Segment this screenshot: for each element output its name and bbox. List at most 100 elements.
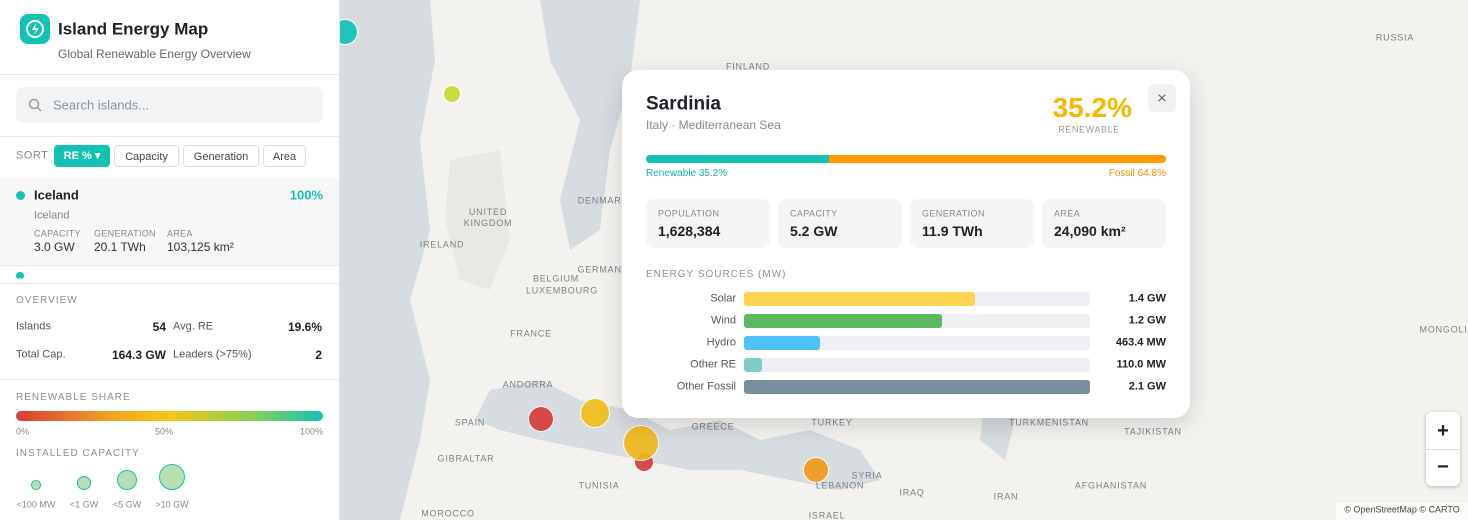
map-label: GREECE	[691, 421, 735, 432]
stat-label: AREA	[167, 228, 193, 239]
island-country: Iceland	[34, 209, 70, 222]
overview-label: Total Cap.	[16, 348, 66, 361]
zoom-in[interactable]: +	[1437, 420, 1449, 442]
sort-chip[interactable]: Area	[263, 145, 306, 167]
sort-chip[interactable]: Generation	[183, 145, 259, 167]
renewable-label: Renewable 35.2%	[646, 168, 728, 179]
island-name: Iceland	[34, 187, 79, 203]
source-bar	[744, 314, 942, 328]
map-bubble[interactable]	[580, 398, 610, 428]
stat-value: 3.0 GW	[34, 240, 75, 254]
map-bubble[interactable]	[528, 406, 554, 432]
stat-label: POPULATION	[658, 208, 720, 219]
map-label: ISRAEL	[808, 510, 846, 520]
search-box[interactable]	[16, 87, 323, 123]
stat-value: 11.9 TWh	[922, 223, 983, 239]
map-label: SYRIA	[851, 470, 883, 481]
search-placeholder[interactable]: Search islands...	[53, 97, 150, 113]
source-bar	[744, 336, 821, 350]
stat-card	[646, 199, 770, 248]
share-gradient	[16, 411, 323, 421]
list-item-selected[interactable]	[0, 178, 339, 265]
attribution: © OpenStreetMap © CARTO	[1344, 504, 1460, 515]
map-label: SPAIN	[454, 417, 486, 428]
source-track	[744, 358, 1090, 372]
stat-card	[910, 199, 1034, 248]
sort-chip[interactable]: Capacity	[114, 145, 179, 167]
overview-value: 164.3 GW	[111, 348, 166, 362]
size-circle	[31, 480, 41, 490]
app-title: Island Energy Map	[58, 19, 209, 39]
map-label: FRANCE	[510, 328, 552, 339]
map-label: DENMARK	[577, 195, 629, 206]
map-label: TURKEY	[811, 417, 853, 428]
source-value: 1.2 GW	[1128, 314, 1166, 327]
fossil-label: Fossil 64.8%	[1108, 168, 1166, 179]
size-circle	[159, 464, 185, 490]
zoom-out[interactable]: −	[1437, 456, 1449, 478]
overview-value: 2	[315, 348, 322, 362]
map-label: IRAN	[993, 491, 1019, 502]
map-label: GIBRALTAR	[437, 453, 495, 464]
overview-label: Avg. RE	[173, 320, 214, 333]
overview-label: Leaders (>75%)	[173, 348, 252, 361]
stat-label: CAPACITY	[790, 208, 838, 219]
map-label: IRAQ	[899, 487, 925, 498]
stat-value: 5.2 GW	[790, 223, 838, 239]
source-value: 463.4 MW	[1115, 336, 1166, 349]
close-button[interactable]	[1148, 84, 1176, 112]
source-name: Other Fossil	[676, 380, 736, 393]
sort-label: SORT	[16, 149, 49, 162]
stat-card	[778, 199, 902, 248]
map-label: MONGOLIA	[1419, 324, 1468, 335]
map-label: TURKMENISTAN	[1009, 417, 1089, 428]
map-bubble[interactable]	[623, 425, 659, 461]
source-value: 110.0 MW	[1116, 358, 1166, 371]
overview-value: 54	[152, 320, 166, 334]
legend-tick: 50%	[154, 426, 174, 437]
source-bar	[744, 358, 763, 372]
stat-label: AREA	[1054, 208, 1081, 219]
section-title: RENEWABLE SHARE	[16, 392, 131, 403]
close-icon[interactable]: ×	[1157, 88, 1167, 108]
map-bubble[interactable]	[443, 85, 461, 103]
legend-tick: 0%	[16, 426, 30, 437]
source-bar	[744, 292, 975, 306]
size-circle	[117, 470, 137, 490]
source-name: Hydro	[706, 336, 736, 349]
map-label: LUXEMBOURG	[525, 285, 599, 296]
sort-chip[interactable]: RE % ▾	[54, 145, 110, 167]
map-bubble[interactable]	[803, 457, 829, 483]
stat-value: 103,125 km²	[167, 240, 234, 254]
source-value: 2.1 GW	[1128, 380, 1166, 393]
size-label: >10 GW	[155, 499, 189, 510]
overview-label: Islands	[16, 320, 51, 333]
legend-tick: 100%	[299, 426, 323, 437]
source-name: Other RE	[690, 358, 736, 371]
map-label: ANDORRA	[502, 379, 554, 390]
stat-label: GENERATION	[922, 208, 985, 219]
stat-label: CAPACITY	[34, 228, 81, 239]
stat-value: 1,628,384	[658, 223, 721, 239]
map-label: GERMANY	[577, 264, 629, 275]
map-label: IRELAND	[419, 239, 465, 250]
source-track	[744, 336, 1090, 350]
popup-share: 35.2%	[1052, 92, 1132, 123]
map-label: TUNISIA	[578, 480, 620, 491]
stat-label: GENERATION	[94, 228, 156, 239]
section-title: ENERGY SOURCES (MW)	[646, 269, 787, 280]
status-dot	[16, 191, 25, 200]
map-label: BELGIUM	[532, 273, 580, 284]
size-circle	[77, 476, 91, 490]
stat-card	[1042, 199, 1166, 248]
map-label: MOROCCO	[421, 508, 475, 519]
map-label: FINLAND	[725, 61, 771, 72]
zoom-control	[1426, 412, 1460, 486]
size-label: <100 MW	[16, 499, 56, 510]
map-label: LEBANON	[815, 480, 865, 491]
popup-share-label: RENEWABLE	[1058, 124, 1120, 135]
popup-subtitle: Italy · Mediterranean Sea	[646, 118, 781, 132]
size-label: <1 GW	[69, 499, 99, 510]
map-label: TAJIKISTAN	[1124, 426, 1182, 437]
source-value: 1.4 GW	[1128, 292, 1166, 305]
